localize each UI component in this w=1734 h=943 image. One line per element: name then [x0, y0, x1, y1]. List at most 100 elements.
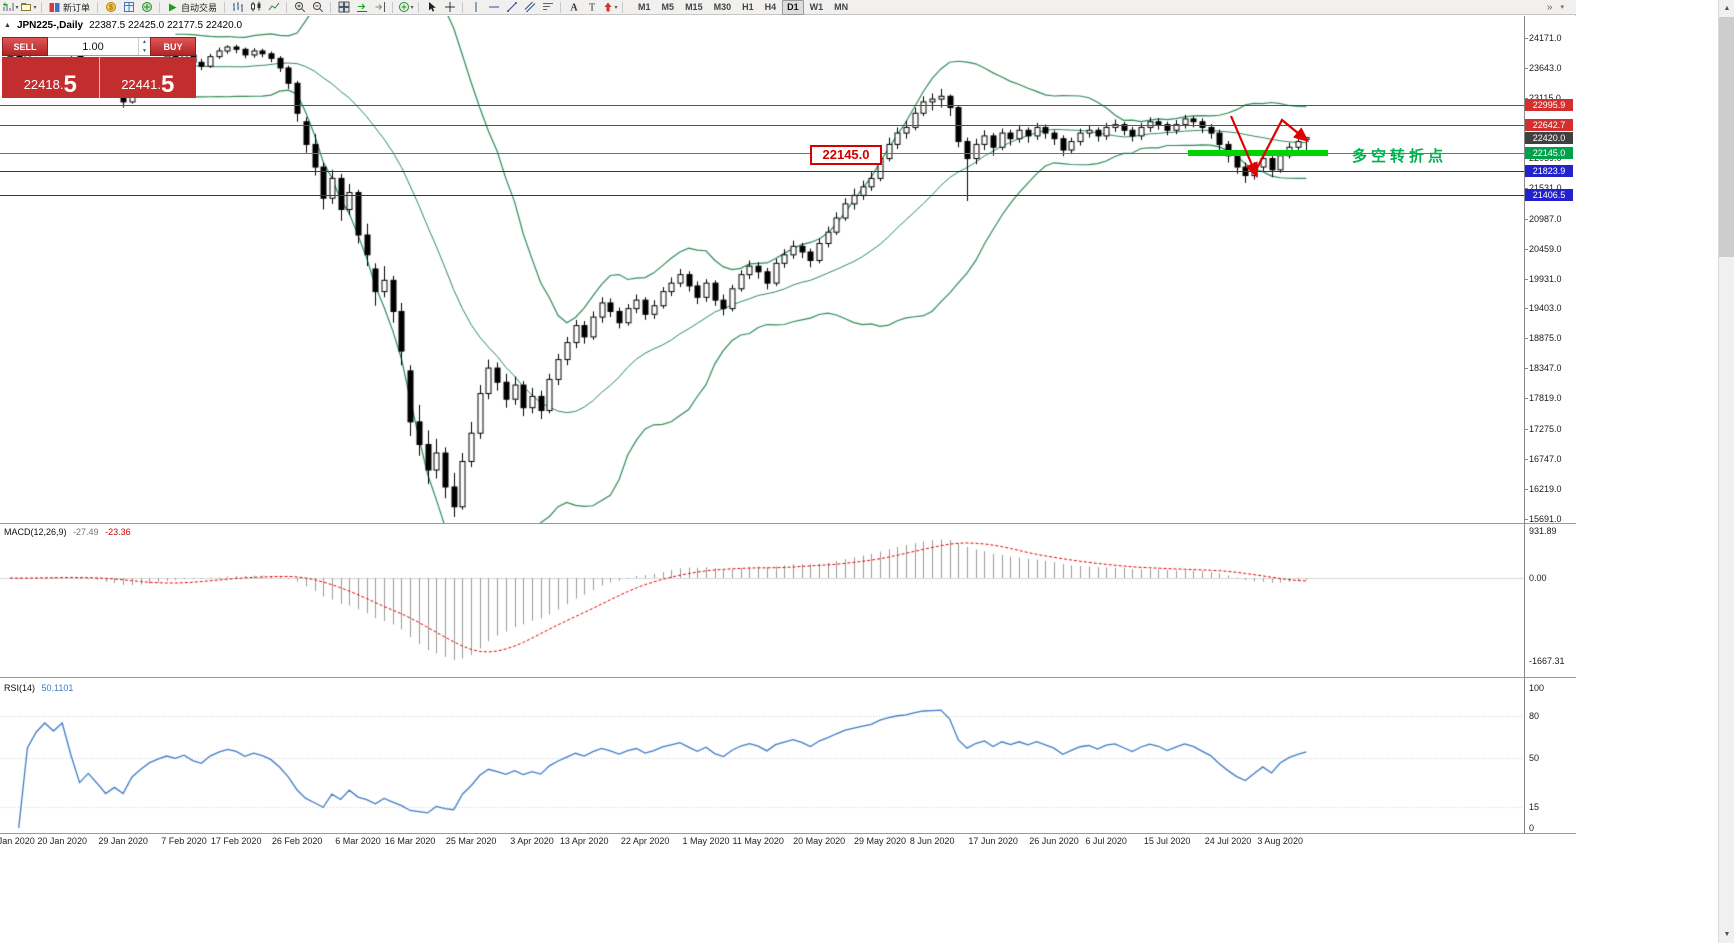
- macd-main-value: -27.49: [73, 527, 99, 537]
- price-tick-label: 16747.0: [1529, 454, 1562, 464]
- panel-separator[interactable]: [0, 677, 1576, 678]
- sell-price-pips: 5: [63, 71, 77, 98]
- candlestick-chart-button[interactable]: [247, 0, 264, 14]
- timeframe-group: M1 M5 M15 M30 H1 H4 D1 W1 MN: [633, 0, 853, 15]
- profiles-button[interactable]: ▾: [20, 0, 37, 14]
- scroll-up-icon[interactable]: ▲: [1723, 5, 1731, 12]
- data-window-button[interactable]: [120, 0, 137, 14]
- toolbar-options-icon[interactable]: ▾: [1560, 4, 1564, 11]
- new-chart-button[interactable]: ▾: [2, 0, 19, 14]
- price-tick-label: 17275.0: [1529, 424, 1562, 434]
- chevron-down-icon: ▾: [33, 4, 37, 11]
- new-order-button[interactable]: 新订单: [46, 0, 93, 14]
- price-tick-mark: [1524, 459, 1528, 460]
- buy-button[interactable]: BUY: [150, 37, 196, 56]
- crosshair-button[interactable]: [441, 0, 458, 14]
- horizontal-price-line[interactable]: [0, 195, 1524, 196]
- line-chart-button[interactable]: [265, 0, 282, 14]
- date-tick-label: 7 Feb 2020: [161, 836, 207, 846]
- text-button[interactable]: A: [565, 0, 582, 14]
- rsi-axis-label: 50: [1529, 753, 1540, 763]
- date-tick-label: 15 Jul 2020: [1143, 836, 1191, 846]
- price-annotation-label[interactable]: 22145.0: [810, 145, 882, 165]
- toolbar-right: » ▾: [1547, 2, 1564, 13]
- price-axis-separator: [1524, 16, 1525, 834]
- auto-trading-button[interactable]: 自动交易: [164, 0, 220, 14]
- timeframe-m5[interactable]: M5: [661, 1, 675, 12]
- chart-shift-button[interactable]: [371, 0, 388, 14]
- timeframe-m1[interactable]: M1: [638, 1, 651, 12]
- timeframe-d1[interactable]: D1: [782, 0, 804, 15]
- auto-scroll-button[interactable]: [353, 0, 370, 14]
- horizontal-line-button[interactable]: [485, 0, 502, 14]
- rsi-panel-canvas[interactable]: [0, 680, 1524, 832]
- scroll-down-icon[interactable]: ▼: [1723, 931, 1731, 938]
- mt4-window: ▾ ▾ 新订单 $ 自动交易 ▾ A T ▾ M: [0, 0, 1576, 853]
- zoom-out-button[interactable]: [309, 0, 326, 14]
- price-tick-mark: [1524, 489, 1528, 490]
- timeframe-m15[interactable]: M15: [685, 1, 703, 12]
- channel-icon: [524, 1, 535, 13]
- indicators-button[interactable]: ▾: [397, 0, 414, 14]
- vertical-line-button[interactable]: [467, 0, 484, 14]
- macd-label: MACD(12,26,9): [4, 527, 67, 537]
- arrows-button[interactable]: ▾: [601, 0, 618, 14]
- price-tick-label: 23643.0: [1529, 63, 1562, 73]
- date-tick-label: 17 Jun 2020: [968, 836, 1018, 846]
- macd-axis-label: -1667.31: [1529, 656, 1565, 666]
- price-tick-label: 18347.0: [1529, 363, 1562, 373]
- price-tick-label: 16219.0: [1529, 484, 1562, 494]
- volume-input[interactable]: [48, 38, 138, 55]
- price-tick-mark: [1524, 68, 1528, 69]
- vertical-scrollbar[interactable]: ▲ ▼: [1718, 0, 1734, 943]
- price-tick-mark: [1524, 98, 1528, 99]
- panel-separator[interactable]: [0, 523, 1576, 524]
- date-tick-label: 17 Feb 2020: [210, 836, 262, 846]
- horizontal-price-line[interactable]: [0, 105, 1524, 106]
- green-highlight-bar[interactable]: [1188, 150, 1328, 156]
- date-tick-label: 29 Jan 2020: [98, 836, 148, 846]
- bar-chart-button[interactable]: [229, 0, 246, 14]
- buy-price-panel[interactable]: 22441. 5: [99, 57, 196, 98]
- timeframe-mn[interactable]: MN: [834, 1, 849, 12]
- date-tick-label: 13 Apr 2020: [559, 836, 609, 846]
- horizontal-price-line[interactable]: [0, 125, 1524, 126]
- volume-up-icon[interactable]: ▲: [142, 39, 147, 46]
- price-tick-label: 24171.0: [1529, 33, 1562, 43]
- channel-button[interactable]: [521, 0, 538, 14]
- price-chart-canvas[interactable]: [0, 16, 1524, 523]
- fibonacci-button[interactable]: [539, 0, 556, 14]
- timeframe-m30[interactable]: M30: [713, 1, 732, 12]
- macd-panel-canvas[interactable]: [0, 526, 1524, 677]
- zoom-in-button[interactable]: [291, 0, 308, 14]
- volume-down-icon[interactable]: ▼: [142, 47, 147, 54]
- profiles-icon: [21, 3, 32, 11]
- collapse-triangle-icon[interactable]: ▲: [4, 22, 11, 29]
- price-tick-mark: [1524, 429, 1528, 430]
- sell-button[interactable]: SELL: [2, 37, 48, 56]
- toolbar-overflow-icon[interactable]: »: [1546, 1, 1553, 13]
- tile-windows-button[interactable]: [335, 0, 352, 14]
- timeframe-h4[interactable]: H4: [764, 1, 777, 12]
- date-tick-label: 20 May 2020: [793, 836, 846, 846]
- chevron-down-icon: ▾: [15, 4, 19, 11]
- date-tick-label: 26 Jun 2020: [1029, 836, 1079, 846]
- red-zigzag-arrow-annotation[interactable]: [1225, 112, 1315, 192]
- cursor-button[interactable]: [423, 0, 440, 14]
- timeframe-w1[interactable]: W1: [809, 1, 824, 12]
- turning-point-annotation[interactable]: 多空转折点: [1352, 148, 1448, 165]
- price-tick-mark: [1524, 249, 1528, 250]
- indicators-icon: [398, 2, 409, 12]
- auto-trading-icon: [169, 3, 177, 11]
- navigator-button[interactable]: [138, 0, 155, 14]
- horizontal-price-line[interactable]: [0, 153, 1524, 154]
- date-tick-label: 3 Aug 2020: [1257, 836, 1303, 846]
- trendline-button[interactable]: [503, 0, 520, 14]
- date-tick-label: 16 Mar 2020: [384, 836, 436, 846]
- horizontal-price-line[interactable]: [0, 171, 1524, 172]
- scrollbar-thumb[interactable]: [1719, 17, 1734, 257]
- timeframe-h1[interactable]: H1: [742, 1, 754, 12]
- sell-price-panel[interactable]: 22418. 5: [2, 57, 100, 98]
- text-label-button[interactable]: T: [583, 0, 600, 14]
- market-watch-button[interactable]: $: [102, 0, 119, 14]
